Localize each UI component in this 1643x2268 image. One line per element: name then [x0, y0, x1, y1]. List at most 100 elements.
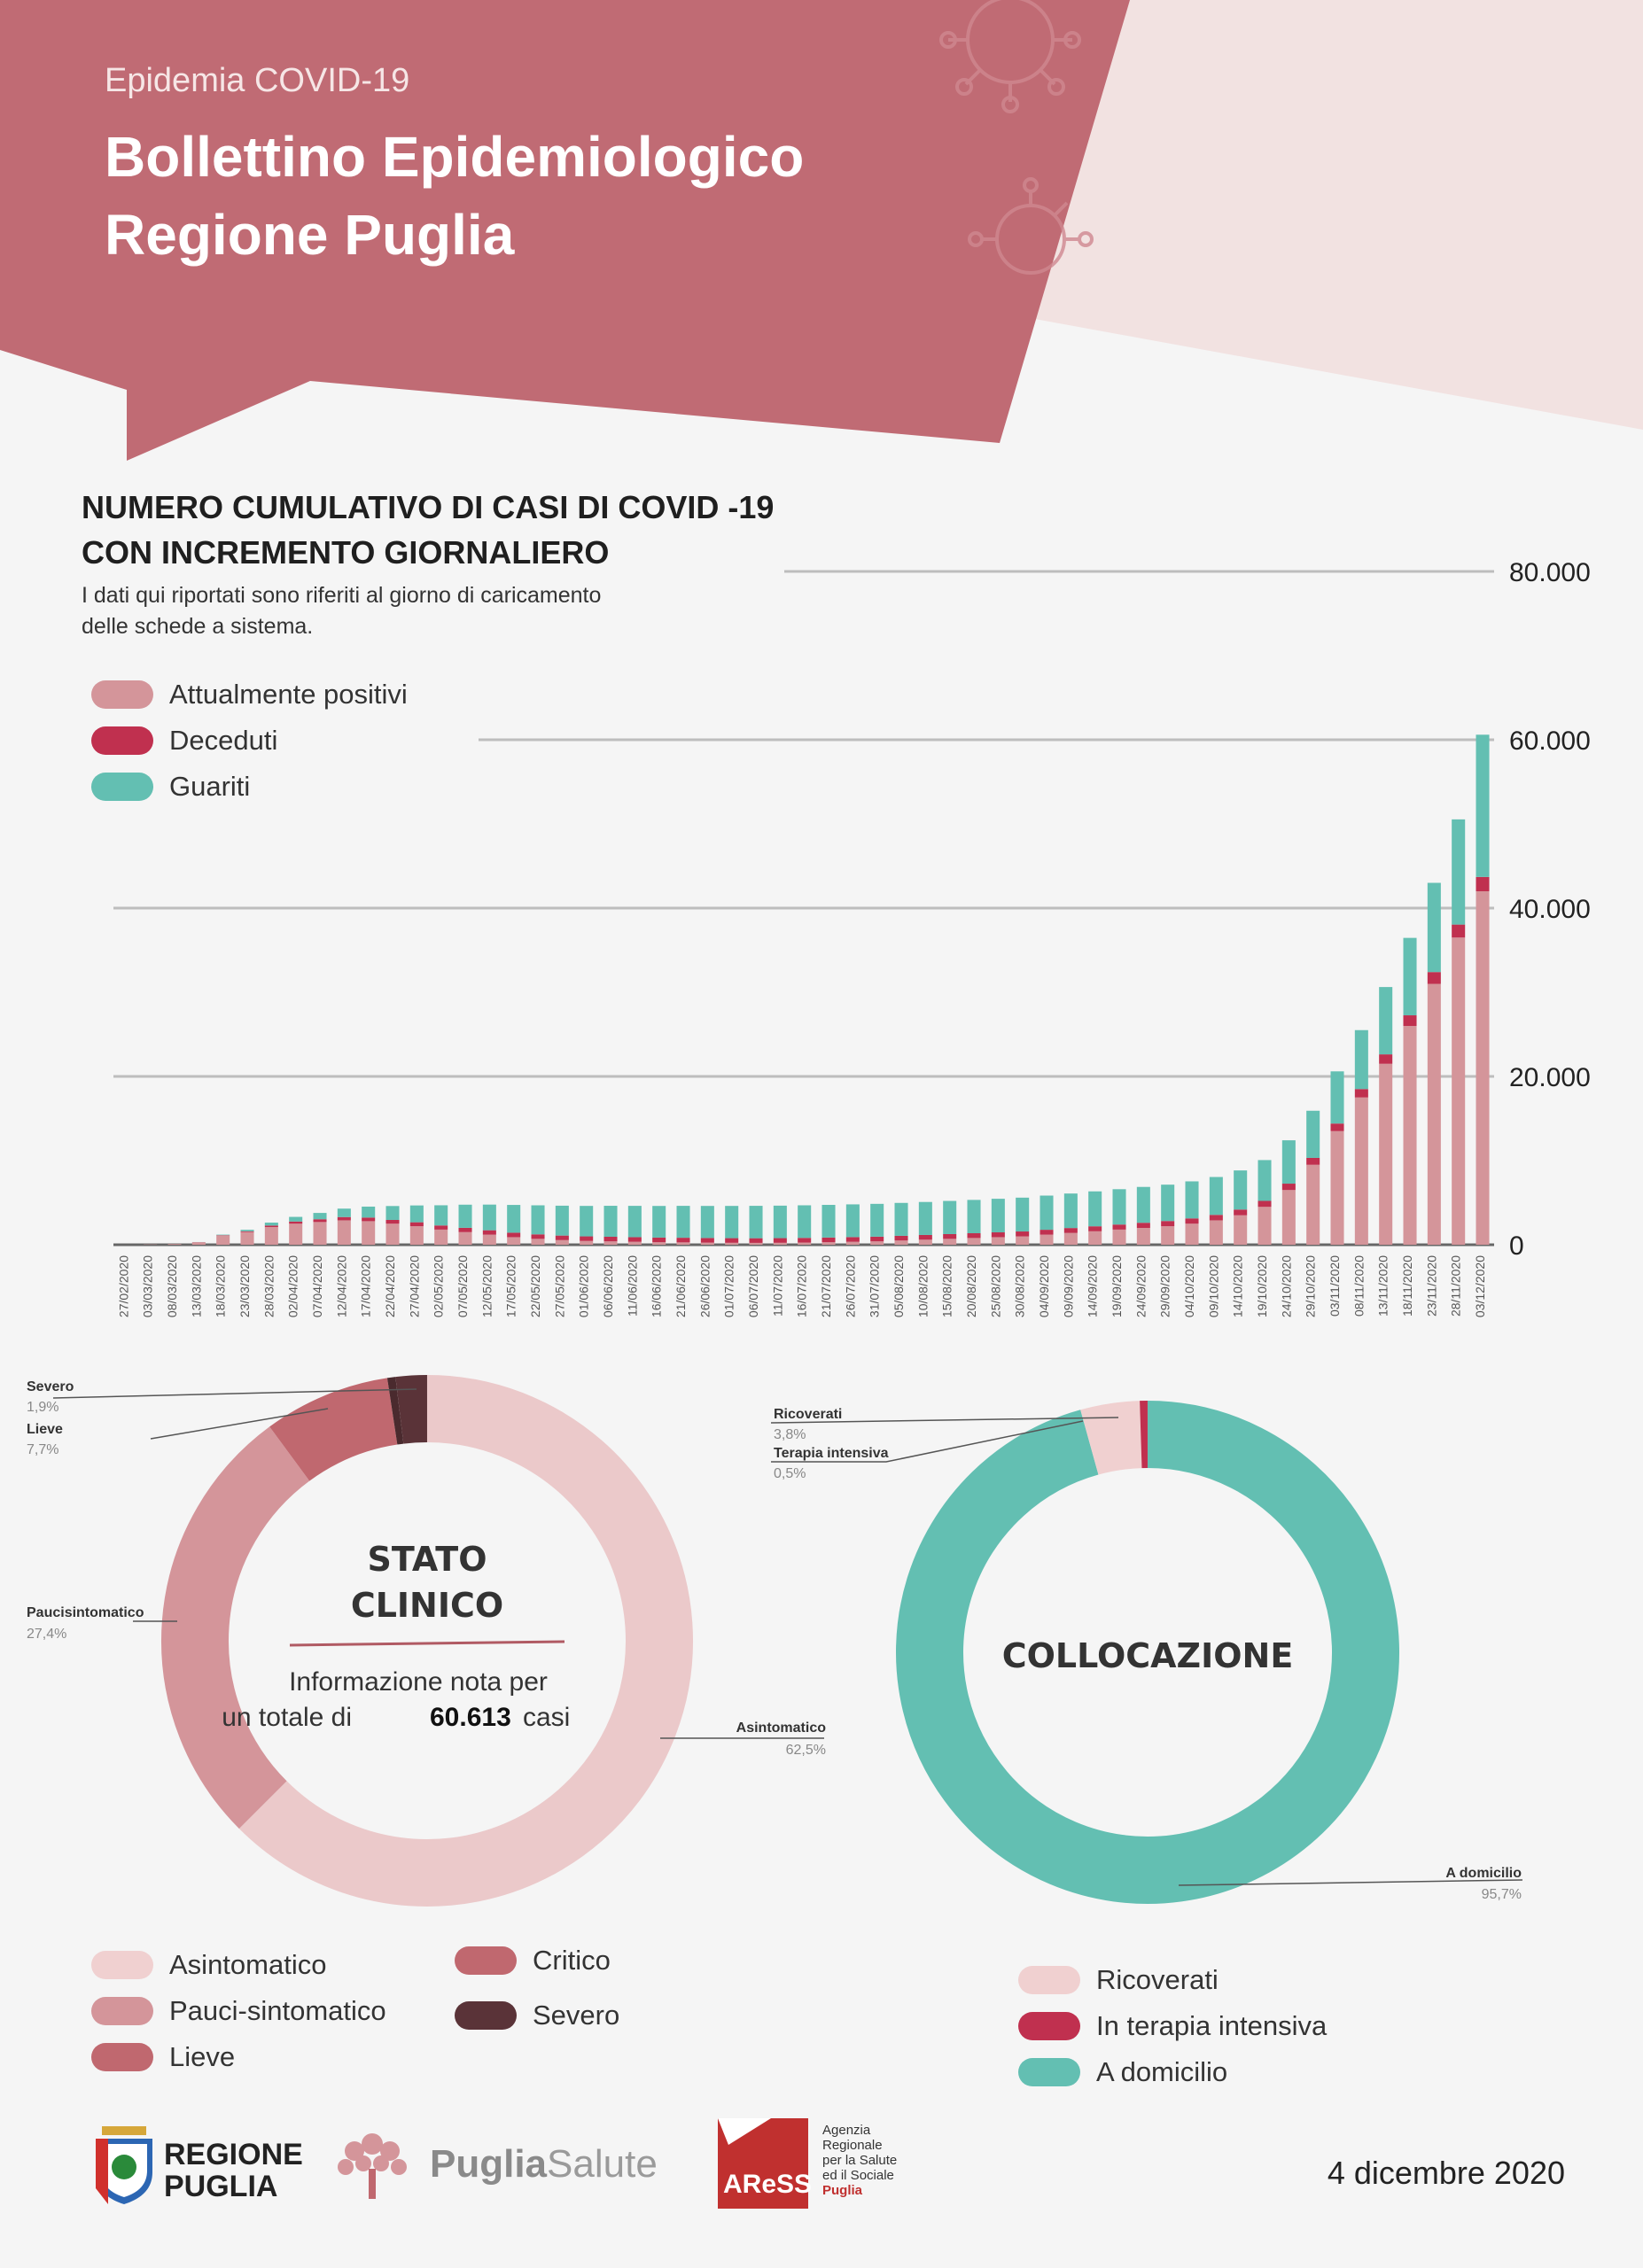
legend-swatch	[455, 2001, 517, 2030]
legend-label: Ricoverati	[1096, 1964, 1219, 1995]
x-tick-label: 19/10/2020	[1255, 1255, 1269, 1317]
callout-severo-value: 1,9%	[27, 1400, 58, 1415]
x-tick-label: 26/07/2020	[843, 1255, 857, 1317]
bulletin-date: 4 dicembre 2020	[1327, 2155, 1565, 2191]
bar-2	[918, 1201, 932, 1235]
bar-0	[362, 1221, 376, 1245]
legend-domicilio: A domicilio	[1018, 2056, 1227, 2088]
bar-0	[627, 1241, 642, 1245]
x-tick-label: 11/06/2020	[625, 1255, 639, 1317]
legend-swatch	[91, 726, 153, 755]
bar-1	[870, 1236, 884, 1242]
aress-line2: Regionale	[822, 2138, 883, 2153]
chart-y-ticks: 0 20.000 40.000 60.000 80.000	[1509, 558, 1591, 1261]
puglia-salute-tree-icon	[338, 2133, 407, 2199]
slice-severo	[395, 1375, 428, 1444]
bar-1	[943, 1233, 957, 1239]
chart-subtitle-line1: I dati qui riportati sono riferiti al gi…	[82, 583, 602, 608]
bar-1	[1088, 1226, 1102, 1231]
bar-0	[822, 1242, 836, 1245]
donut1-leader-lines	[52, 1388, 824, 1739]
bar-1	[531, 1234, 545, 1239]
header-light-shape	[1010, 0, 1643, 430]
bar-2	[943, 1200, 957, 1234]
bar-0	[1452, 937, 1466, 1245]
x-tick-label: 30/08/2020	[1013, 1255, 1027, 1317]
x-tick-label: 13/11/2020	[1376, 1255, 1390, 1317]
bar-0	[1016, 1236, 1030, 1245]
puglia-salute-logo-text: PugliaSalute	[430, 2142, 658, 2186]
legend-critico: Critico	[455, 1945, 611, 1977]
collocazione-donut-chart: COLLOCAZIONE Ricoverati 3,8% Terapia int…	[770, 1400, 1523, 1904]
bar-1	[1234, 1209, 1248, 1216]
x-tick-label: 09/10/2020	[1206, 1255, 1220, 1317]
bar-0	[1354, 1097, 1368, 1245]
bar-1	[555, 1235, 569, 1240]
donut1-title-line1: STATO	[367, 1540, 487, 1579]
aress-line4: ed il Sociale	[822, 2168, 894, 2183]
bar-1	[482, 1230, 496, 1235]
bar-0	[434, 1229, 448, 1245]
bar-0	[749, 1242, 763, 1245]
legend-asintomatico: Asintomatico	[91, 1949, 326, 1981]
x-tick-label: 27/05/2020	[552, 1255, 566, 1317]
bar-0	[1088, 1231, 1102, 1245]
x-tick-label: 27/02/2020	[116, 1255, 130, 1317]
x-tick-label: 22/05/2020	[528, 1255, 542, 1317]
regione-puglia-crest-icon	[96, 2126, 152, 2204]
legend-label: In terapia intensiva	[1096, 2010, 1328, 2041]
legend-guariti: Guariti	[91, 771, 250, 803]
x-tick-label: 10/08/2020	[915, 1255, 930, 1317]
bar-1	[603, 1236, 618, 1242]
bar-1	[725, 1238, 739, 1243]
legend-terapia-intensiva: In terapia intensiva	[1018, 2010, 1327, 2042]
bar-2	[1330, 1071, 1344, 1124]
bar-0	[603, 1241, 618, 1245]
aress-logo-shape	[718, 2118, 771, 2145]
bar-2	[1185, 1181, 1199, 1219]
aress-logo-text: AReSS	[723, 2170, 813, 2199]
x-tick-label: 04/10/2020	[1182, 1255, 1196, 1317]
legend-label: Critico	[533, 1945, 611, 1976]
bar-2	[1063, 1193, 1078, 1229]
bar-1	[409, 1222, 424, 1227]
aress-line1: Agenzia	[822, 2123, 871, 2138]
bar-2	[603, 1206, 618, 1237]
bar-0	[967, 1238, 981, 1245]
bar-0	[1476, 891, 1490, 1245]
x-tick-label: 01/06/2020	[577, 1255, 591, 1317]
slice-critico	[386, 1377, 404, 1445]
bar-2	[1281, 1140, 1296, 1184]
legend-swatch	[1018, 1966, 1080, 1994]
bar-0	[482, 1234, 496, 1245]
legend-label: Pauci-sintomatico	[169, 1995, 386, 2026]
bar-2	[240, 1230, 254, 1231]
bar-2	[1234, 1170, 1248, 1210]
x-tick-label: 04/09/2020	[1037, 1255, 1051, 1317]
callout-pauci-name: Paucisintomatico	[27, 1605, 144, 1620]
donut1-info-suffix: casi	[523, 1703, 570, 1732]
bar-1	[1354, 1089, 1368, 1098]
bar-0	[676, 1242, 690, 1245]
bar-0	[167, 1244, 182, 1245]
bar-0	[313, 1222, 327, 1245]
callout-asint-name: Asintomatico	[736, 1720, 827, 1736]
x-tick-label: 20/08/2020	[964, 1255, 978, 1317]
puglia-salute-bold: Puglia	[430, 2142, 548, 2186]
bar-0	[1403, 1026, 1417, 1245]
bar-1	[1016, 1231, 1030, 1237]
bar-2	[773, 1205, 787, 1239]
legend-severo: Severo	[455, 2000, 619, 2031]
bar-2	[967, 1200, 981, 1234]
callout-domicilio-value: 95,7%	[1482, 1887, 1522, 1902]
chart-x-ticks: 27/02/2020 03/03/2020 08/03/2020 13/03/2020…	[116, 1255, 1487, 1317]
bar-0	[845, 1241, 860, 1245]
x-tick-label: 16/06/2020	[650, 1255, 664, 1317]
bar-2	[531, 1205, 545, 1235]
bar-0	[264, 1227, 278, 1245]
legend-swatch	[91, 1951, 153, 1979]
bar-1	[385, 1219, 400, 1224]
page-title-line2: Regione Puglia	[105, 203, 515, 267]
bar-1	[1112, 1224, 1126, 1230]
bar-0	[458, 1231, 472, 1245]
